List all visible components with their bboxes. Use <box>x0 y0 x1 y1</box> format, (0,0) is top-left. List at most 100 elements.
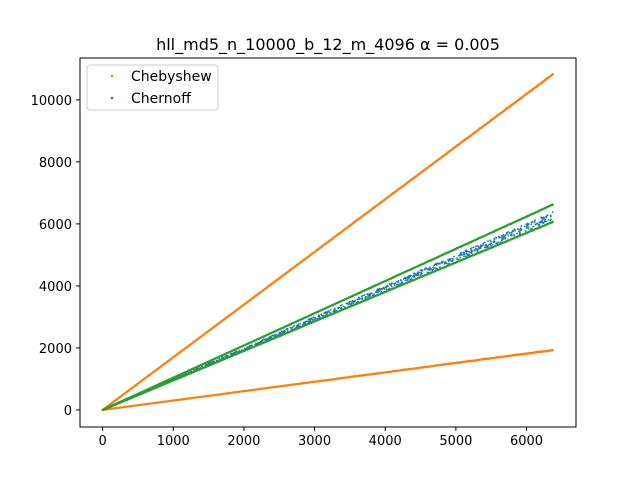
green-band-lower-point <box>101 408 104 412</box>
y-tick-label: 0 <box>64 404 72 419</box>
green-band-upper-point <box>431 258 434 261</box>
chernoff-point <box>447 259 449 261</box>
chernoff-point <box>318 314 321 317</box>
chebyshew-band-lower-point <box>186 397 189 400</box>
chebyshew-band-lower-point <box>350 375 353 378</box>
green-band-upper-point <box>176 374 179 377</box>
chebyshew-band-lower-point <box>257 387 261 391</box>
chebyshew-band-lower-point <box>506 354 509 357</box>
chernoff-point <box>271 334 274 337</box>
chernoff-point <box>281 331 284 334</box>
chebyshew-band-lower-point <box>285 384 288 387</box>
chebyshew-band-upper-point <box>249 298 252 301</box>
chebyshew-band-lower-point <box>157 401 160 404</box>
chebyshew-band-upper-point <box>148 373 151 377</box>
chebyshew-band-upper-point <box>336 233 339 237</box>
chernoff-point <box>238 349 241 352</box>
chebyshew-band-lower-point <box>541 350 544 353</box>
chebyshew-band-lower-point <box>210 394 214 397</box>
green-band-lower-point <box>278 334 281 338</box>
chebyshew-band-upper-point <box>184 346 188 349</box>
chernoff-point <box>442 260 444 263</box>
chebyshew-band-upper-point <box>238 306 241 309</box>
green-band-lower-point <box>167 381 170 384</box>
chebyshew-band-upper-point <box>266 285 269 288</box>
chernoff-point <box>527 228 530 230</box>
chernoff-point <box>551 211 554 214</box>
green-band-upper-point <box>164 380 167 383</box>
chebyshew-band-lower-point <box>515 353 518 356</box>
green-band-lower-point <box>144 390 148 393</box>
green-band-lower-point <box>240 350 243 353</box>
chebyshew-band-upper-point <box>389 193 393 196</box>
chernoff-point <box>363 294 366 297</box>
chernoff-point <box>397 281 400 284</box>
chebyshew-band-upper-point <box>153 370 156 373</box>
chebyshew-band-upper-point <box>489 120 492 123</box>
green-band-lower-point <box>426 273 429 276</box>
chebyshew-band-lower-point <box>334 378 337 381</box>
chernoff-point <box>482 243 485 246</box>
chebyshew-band-upper-point <box>466 137 469 140</box>
green-band-lower-point <box>268 339 271 342</box>
green-band-lower-point <box>485 248 488 251</box>
chebyshew-band-upper-point <box>131 386 134 390</box>
chebyshew-band-upper-point <box>301 259 304 262</box>
green-band-lower-point <box>228 355 231 358</box>
green-band-lower-point <box>350 305 353 308</box>
green-band-upper-point <box>204 362 207 365</box>
chebyshew-band-upper-point <box>351 222 354 225</box>
chernoff-point <box>539 220 542 223</box>
green-band-lower-point <box>362 299 365 303</box>
green-band-lower-point <box>469 254 473 257</box>
green-band-lower-point <box>351 304 354 307</box>
green-band-lower-point <box>244 349 247 352</box>
chebyshew-band-upper-point <box>308 254 311 257</box>
green-band-lower-point <box>237 352 240 355</box>
chebyshew-band-lower-point <box>306 381 309 385</box>
chebyshew-band-lower-point <box>407 367 410 370</box>
chernoff-point <box>292 325 295 328</box>
chebyshew-band-upper-point <box>323 243 327 246</box>
chernoff-point <box>329 311 331 314</box>
chebyshew-band-lower-point <box>264 386 268 390</box>
chernoff-point <box>534 223 537 226</box>
green-band-lower-point <box>520 233 523 236</box>
chebyshew-band-upper-point <box>473 132 476 135</box>
chebyshew-band-lower-point <box>348 375 351 379</box>
green-band-upper-point <box>297 319 301 322</box>
chebyshew-band-upper-point <box>438 157 441 160</box>
chebyshew-band-upper-point <box>310 253 313 256</box>
chernoff-point <box>318 316 321 319</box>
chebyshew-band-upper-point <box>346 226 349 229</box>
green-band-lower-point <box>190 371 193 375</box>
chebyshew-band-upper-point <box>252 296 255 299</box>
green-band-lower-point <box>202 366 205 369</box>
chebyshew-band-upper-point <box>224 316 228 320</box>
green-band-lower-point <box>193 370 196 373</box>
chebyshew-band-upper-point <box>435 160 438 163</box>
chebyshew-band-upper-point <box>369 209 372 212</box>
chebyshew-band-upper-point <box>454 145 457 148</box>
green-band-upper-point <box>235 347 238 350</box>
chebyshew-band-upper-point <box>518 98 521 101</box>
chebyshew-band-upper-point <box>139 380 142 383</box>
chebyshew-band-upper-point <box>464 137 467 140</box>
chebyshew-band-lower-point <box>346 376 349 379</box>
chernoff-point <box>463 252 466 254</box>
chernoff-point <box>329 308 332 311</box>
green-band-upper-point <box>424 261 427 264</box>
chernoff-point <box>543 220 546 222</box>
chernoff-point <box>438 262 441 265</box>
chebyshew-band-upper-point <box>296 263 299 266</box>
green-band-lower-point <box>513 236 516 239</box>
chebyshew-band-upper-point <box>214 324 217 327</box>
green-band-upper-point <box>301 317 304 320</box>
chebyshew-band-upper-point <box>462 139 466 142</box>
legend-box <box>86 64 219 111</box>
chernoff-point <box>392 282 395 285</box>
green-band-lower-point <box>257 343 261 346</box>
green-band-lower-point <box>266 340 269 343</box>
chebyshew-band-upper-point <box>204 332 207 335</box>
chebyshew-band-lower-point <box>504 355 507 358</box>
